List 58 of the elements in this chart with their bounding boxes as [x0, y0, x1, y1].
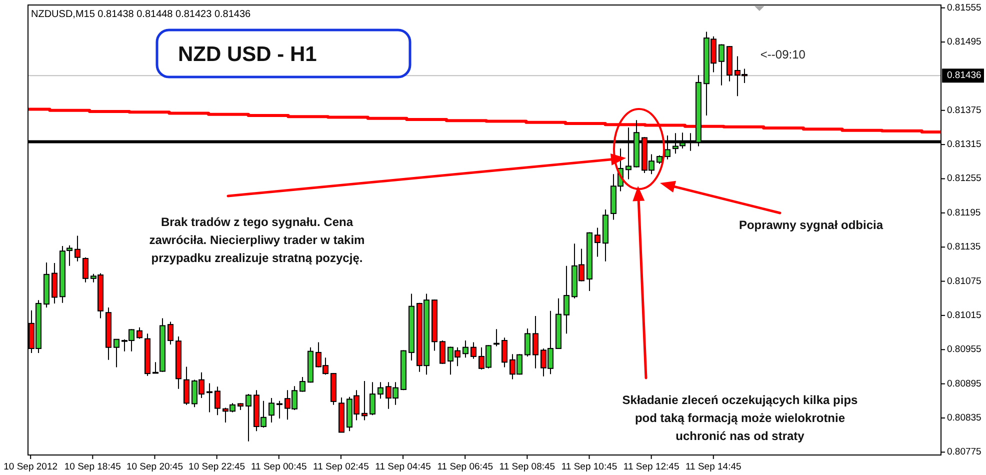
- candlestick: [268, 398, 274, 424]
- candlestick: [52, 262, 58, 304]
- y-tick-label: 0.80835: [947, 412, 982, 424]
- annotation: <--09:10: [760, 48, 806, 62]
- candlestick: [564, 265, 570, 334]
- x-tick-label: 10 Sep 22:45: [188, 462, 246, 472]
- candlestick: [440, 340, 446, 364]
- candlestick: [74, 235, 80, 262]
- y-tick-label: 0.80775: [947, 446, 982, 458]
- candlestick: [370, 382, 376, 416]
- x-tick-label: 10 Sep 18:45: [64, 462, 121, 472]
- candlestick: [168, 321, 174, 345]
- y-tick-label: 0.81075: [947, 276, 982, 287]
- x-tick-label: 11 Sep 08:45: [499, 462, 556, 472]
- y-tick-label: 0.81375: [947, 104, 982, 116]
- candlestick: [82, 256, 88, 283]
- annotation: Brak tradów z tego sygnału. Cena zawróciła. Niecierpliwy trader w takim przypadku zrealizuje stratną pozycję.: [149, 215, 365, 265]
- y-tick-label: 0.81195: [947, 207, 981, 218]
- y-tick-label: 0.80895: [947, 378, 982, 390]
- candlestick: [276, 400, 282, 420]
- candlestick: [206, 382, 212, 413]
- candlestick: [524, 328, 530, 357]
- candlestick: [502, 337, 508, 368]
- y-tick-label: 0.80955: [947, 344, 982, 356]
- y-tick-label: 0.81255: [947, 173, 982, 184]
- x-tick-label: 10 Sep 20:45: [126, 462, 183, 472]
- text: NZD USD - H1: [178, 42, 318, 66]
- candlestick: [136, 326, 142, 340]
- x-tick-label: 11 Sep 02:45: [313, 462, 369, 472]
- candlestick: [462, 340, 468, 358]
- ref-line-label: 0.81436: [947, 70, 982, 82]
- candlestick: [214, 386, 220, 416]
- candlestick: [470, 342, 476, 360]
- x-tick-label: 11 Sep 14:45: [685, 462, 742, 472]
- candlestick: [494, 328, 500, 347]
- y-tick-label: 0.81135: [947, 242, 981, 253]
- candlestick: [246, 394, 252, 442]
- y-tick-label: 0.81495: [947, 36, 982, 48]
- annotation: Składanie zleceń oczekujących kilka pips pod taką formacją może wielokrotnie uchronić nas od straty: [622, 393, 858, 443]
- candlestick: [184, 366, 190, 406]
- x-tick-label: 10 Sep 2012: [4, 462, 58, 472]
- candlestick: [378, 382, 384, 400]
- chart-subtitle: NZDUSD,M15 0.81438 0.81448 0.81423 0.81436: [31, 9, 252, 20]
- x-tick-label: 11 Sep 12:45: [623, 462, 680, 472]
- y-tick-label: 0.81555: [947, 2, 982, 14]
- candlestick: [362, 380, 368, 421]
- candlestick: [532, 316, 538, 369]
- y-tick-label: 0.81015: [947, 310, 982, 321]
- annotation: Poprawny sygnał odbicia: [738, 218, 884, 232]
- x-tick-label: 11 Sep 00:45: [250, 462, 307, 472]
- x-tick-label: 11 Sep 04:45: [375, 462, 431, 472]
- x-tick-label: 11 Sep 10:45: [561, 462, 618, 472]
- candlestick: [594, 227, 600, 258]
- x-tick-label: 11 Sep 06:45: [437, 462, 494, 472]
- candlestick: [718, 44, 724, 86]
- candlestick: [300, 376, 306, 392]
- candlestick: [114, 338, 120, 368]
- y-tick-label: 0.81315: [947, 139, 982, 150]
